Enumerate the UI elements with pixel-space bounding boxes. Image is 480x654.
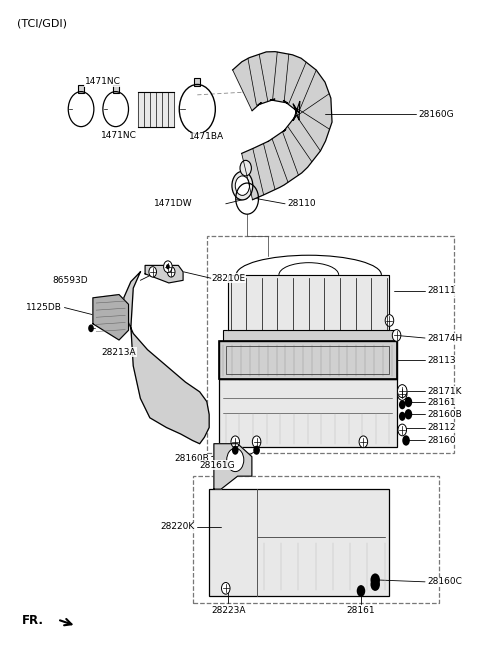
Text: 28111: 28111	[427, 286, 456, 295]
Text: 28113: 28113	[427, 356, 456, 364]
Bar	[226, 347, 389, 373]
Circle shape	[392, 330, 401, 341]
Circle shape	[399, 400, 406, 409]
Circle shape	[168, 267, 175, 277]
Circle shape	[231, 436, 240, 447]
Circle shape	[359, 436, 368, 447]
Circle shape	[253, 445, 260, 455]
Text: 28220K: 28220K	[161, 522, 195, 531]
Bar	[219, 341, 396, 379]
Text: 1471NC: 1471NC	[101, 131, 137, 140]
Text: 28161G: 28161G	[200, 460, 235, 470]
Circle shape	[397, 385, 407, 398]
Circle shape	[240, 160, 252, 176]
Circle shape	[149, 267, 156, 277]
Bar	[194, 78, 200, 86]
Text: (TCI/GDI): (TCI/GDI)	[17, 19, 67, 29]
Text: 1471NC: 1471NC	[84, 77, 120, 86]
Circle shape	[166, 264, 170, 269]
Text: 28160B: 28160B	[427, 410, 462, 419]
Bar	[223, 330, 394, 343]
Polygon shape	[233, 52, 332, 199]
Circle shape	[385, 315, 394, 326]
Circle shape	[399, 412, 406, 421]
Circle shape	[397, 387, 407, 400]
Text: 28112: 28112	[427, 423, 456, 432]
Bar	[244, 177, 250, 184]
Circle shape	[227, 448, 244, 472]
Text: 28223A: 28223A	[211, 606, 245, 615]
Circle shape	[232, 445, 239, 455]
Text: 28160G: 28160G	[418, 110, 454, 119]
Circle shape	[88, 324, 94, 332]
Circle shape	[357, 585, 365, 596]
Circle shape	[235, 176, 250, 196]
Circle shape	[371, 574, 380, 587]
Circle shape	[164, 261, 172, 273]
Text: 1471DW: 1471DW	[154, 199, 192, 208]
Circle shape	[371, 578, 380, 591]
Text: 28174H: 28174H	[427, 334, 463, 343]
Text: 28213A: 28213A	[102, 348, 136, 356]
Text: 28161: 28161	[427, 398, 456, 407]
Text: 28161: 28161	[347, 606, 375, 615]
Bar	[219, 379, 396, 447]
Text: FR.: FR.	[22, 614, 44, 627]
Polygon shape	[145, 266, 183, 283]
Circle shape	[232, 171, 253, 200]
Bar	[113, 85, 119, 93]
Bar	[209, 489, 389, 596]
Polygon shape	[124, 272, 209, 443]
Text: 86593D: 86593D	[52, 276, 88, 284]
Circle shape	[405, 397, 412, 407]
Circle shape	[252, 436, 261, 447]
Circle shape	[221, 583, 230, 594]
Circle shape	[398, 424, 407, 436]
Text: 28210E: 28210E	[212, 274, 246, 283]
Polygon shape	[138, 92, 174, 127]
Circle shape	[405, 409, 412, 419]
Polygon shape	[214, 443, 252, 489]
Text: 1125DB: 1125DB	[26, 303, 62, 312]
Text: 28171K: 28171K	[427, 387, 462, 396]
Text: 28160B: 28160B	[174, 454, 209, 463]
Bar	[219, 341, 396, 379]
Text: 28160C: 28160C	[427, 577, 462, 587]
Text: 28160: 28160	[427, 436, 456, 445]
Bar	[207, 236, 454, 453]
Polygon shape	[228, 275, 389, 330]
Bar	[78, 85, 84, 93]
Text: 1471BA: 1471BA	[189, 133, 224, 141]
Circle shape	[402, 436, 410, 445]
Polygon shape	[93, 294, 129, 340]
Bar	[192, 476, 439, 602]
Text: 28110: 28110	[288, 199, 316, 208]
